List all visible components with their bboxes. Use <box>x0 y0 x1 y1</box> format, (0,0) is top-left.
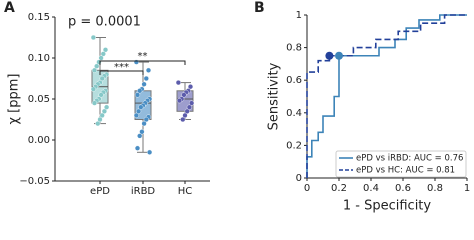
data-point <box>147 149 153 155</box>
y-tick-label: 0.8 <box>286 43 302 54</box>
data-point <box>175 79 182 86</box>
p-value: p = 0.0001 <box>68 15 141 30</box>
significance: ** <box>138 51 148 62</box>
data-point <box>98 92 104 98</box>
x-tick-label: 0.8 <box>427 183 443 194</box>
data-point <box>176 98 183 104</box>
data-point <box>143 116 149 123</box>
data-point <box>143 75 149 82</box>
y-tick-label: 1 <box>296 10 302 21</box>
data-point <box>189 100 195 106</box>
data-point <box>138 104 144 110</box>
operating-point <box>325 51 334 60</box>
y-tick-label: 0.15 <box>28 12 50 23</box>
data-point <box>186 104 193 110</box>
x-tick-label: 0.4 <box>363 183 379 194</box>
data-point <box>95 120 101 127</box>
y-tick-label: 0.4 <box>286 108 302 119</box>
data-point <box>91 100 98 106</box>
data-point <box>137 133 143 139</box>
y-tick-label: 0.2 <box>286 140 302 151</box>
data-point <box>134 145 141 151</box>
data-point <box>99 112 105 119</box>
bracket <box>99 70 144 75</box>
x-tick-label: HC <box>178 186 193 197</box>
x-tick-label: 1 <box>464 183 470 194</box>
data-point <box>133 112 140 119</box>
data-point <box>141 81 147 87</box>
panel-label: B <box>254 0 265 16</box>
data-point <box>102 47 109 53</box>
x-tick-label: iRBD <box>131 186 156 197</box>
legend-box <box>335 150 467 178</box>
operating-point <box>335 51 343 60</box>
data-point <box>180 116 186 123</box>
y-axis-label: χ [ppm] <box>7 74 22 125</box>
data-point <box>90 86 97 92</box>
data-point <box>100 51 106 57</box>
data-point <box>141 120 147 127</box>
data-point <box>91 67 98 73</box>
data-point <box>90 34 97 41</box>
data-point <box>97 116 103 123</box>
data-point <box>94 63 100 69</box>
x-tick-label: 0 <box>304 183 310 194</box>
data-point <box>182 112 188 119</box>
legend-label: ePD vs iRBD: AUC = 0.76 <box>356 154 463 164</box>
data-point <box>187 84 194 90</box>
data-point <box>134 92 141 98</box>
legend-label: ePD vs HC: AUC = 0.81 <box>356 166 455 176</box>
x-tick-label: ePD <box>90 186 110 197</box>
significance: *** <box>114 62 129 73</box>
data-point <box>184 108 190 114</box>
data-point <box>101 108 108 114</box>
data-point <box>139 129 145 135</box>
panel-label: A <box>4 0 15 16</box>
y-tick-label: 0.00 <box>28 135 50 146</box>
x-tick-label: 0.2 <box>331 183 347 194</box>
data-point <box>99 75 105 82</box>
y-tick-label: 0.10 <box>28 53 50 64</box>
data-point <box>145 67 152 73</box>
y-tick-label: −0.05 <box>19 176 50 187</box>
figure: Aχ [ppm] −0.05 0.00 0.05 0.10 0.15 ePD iRBD HC p … <box>4 0 470 214</box>
data-point <box>98 55 104 61</box>
data-point <box>137 88 143 94</box>
data-point <box>103 104 110 110</box>
y-tick-label: 0.05 <box>28 94 50 105</box>
roc-curve <box>306 14 467 178</box>
y-axis-label: Sensitivity <box>267 62 282 130</box>
y-tick-label: 0.6 <box>286 75 302 86</box>
data-point <box>136 108 142 114</box>
x-tick-label: 0.6 <box>395 183 411 194</box>
bracket <box>99 60 186 65</box>
x-axis-label: 1 - Specificity <box>343 199 432 214</box>
y-tick-label: 0 <box>296 173 302 184</box>
data-point <box>181 92 187 98</box>
